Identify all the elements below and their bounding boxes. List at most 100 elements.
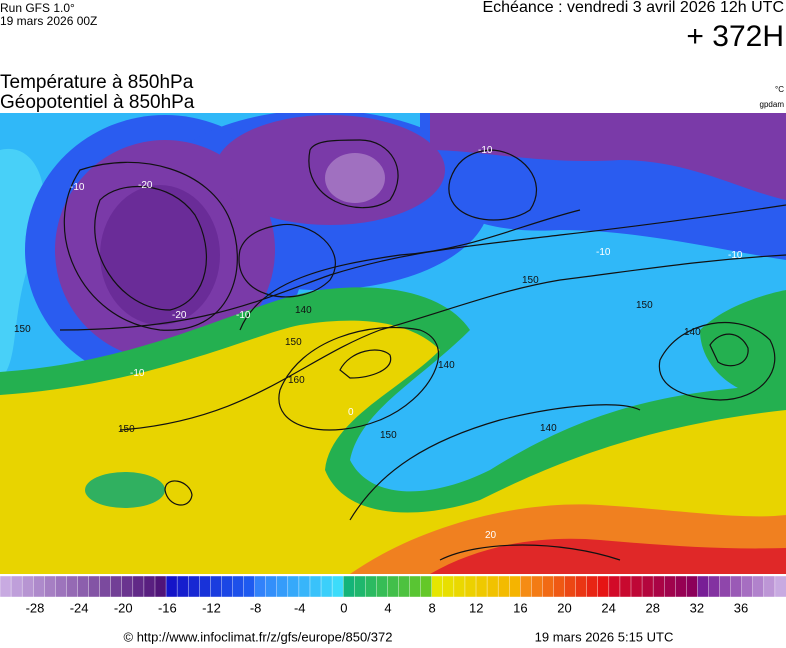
colorbar-swatch bbox=[741, 575, 754, 598]
title-temperature: Température à 850hPa bbox=[0, 72, 194, 93]
colorbar-swatch bbox=[697, 575, 710, 598]
colorbar-tick-label: -20 bbox=[114, 600, 133, 615]
colorbar-tick-label: -4 bbox=[294, 600, 306, 615]
colorbar-swatch bbox=[420, 575, 433, 598]
colorbar-swatch bbox=[464, 575, 477, 598]
colorbar-swatch bbox=[331, 575, 344, 598]
colorbar-swatch bbox=[176, 575, 189, 598]
contour-label: 20 bbox=[485, 530, 497, 541]
colorbar-tick-label: 8 bbox=[429, 600, 436, 615]
colorbar-tick-label: -28 bbox=[26, 600, 45, 615]
colorbar-swatch bbox=[110, 575, 123, 598]
colorbar-swatch bbox=[77, 575, 90, 598]
colorbar-swatch bbox=[564, 575, 577, 598]
colorbar-swatch bbox=[486, 575, 499, 598]
unit-geopotential: gpdam bbox=[760, 100, 785, 109]
contour-label: 160 bbox=[288, 375, 305, 386]
colorbar-swatch bbox=[254, 575, 267, 598]
colorbar-swatch bbox=[298, 575, 311, 598]
contour-label: 150 bbox=[118, 424, 135, 435]
colorbar-swatch bbox=[320, 575, 333, 598]
valid-time: Echéance : vendredi 3 avril 2026 12h UTC bbox=[482, 0, 784, 16]
colorbar-swatch bbox=[88, 575, 101, 598]
colorbar-swatch bbox=[641, 575, 654, 598]
colorbar-swatch bbox=[287, 575, 300, 598]
colorbar-tick-label: 32 bbox=[690, 600, 704, 615]
colorbar-swatch bbox=[475, 575, 488, 598]
colorbar: -28 -24 -20 -16 -12 -8 -4 0 4 8 12 16 20 24 28 32 36 bbox=[0, 575, 786, 615]
colorbar-swatch bbox=[99, 575, 112, 598]
map bbox=[0, 113, 786, 574]
colorbar-tick-label: 20 bbox=[557, 600, 571, 615]
contour-label: -20 bbox=[138, 180, 153, 191]
colorbar-swatch bbox=[774, 575, 786, 598]
colorbar-swatch bbox=[309, 575, 322, 598]
colorbar-swatch bbox=[265, 575, 278, 598]
colorbar-swatch bbox=[664, 575, 677, 598]
colorbar-swatch bbox=[575, 575, 588, 598]
contour-label: 140 bbox=[540, 423, 557, 434]
colorbar-tick-label: 16 bbox=[513, 600, 527, 615]
colorbar-swatch bbox=[33, 575, 46, 598]
colorbar-swatch bbox=[520, 575, 533, 598]
colorbar-swatch bbox=[608, 575, 621, 598]
light-purple-area bbox=[325, 153, 385, 203]
colorbar-swatch bbox=[221, 575, 234, 598]
green-area bbox=[700, 290, 786, 400]
colorbar-swatch bbox=[719, 575, 732, 598]
colorbar-swatch bbox=[708, 575, 721, 598]
colorbar-swatch bbox=[121, 575, 134, 598]
colorbar-tick-label: -24 bbox=[70, 600, 89, 615]
colorbar-swatch bbox=[619, 575, 632, 598]
contour-label: 150 bbox=[14, 324, 31, 335]
colorbar-swatch bbox=[10, 575, 23, 598]
colorbar-swatch bbox=[431, 575, 444, 598]
footer-date: 19 mars 2026 5:15 UTC bbox=[535, 629, 674, 644]
colorbar-swatch bbox=[376, 575, 389, 598]
colorbar-swatch bbox=[55, 575, 68, 598]
colorbar-swatch bbox=[132, 575, 145, 598]
colorbar-swatch bbox=[232, 575, 245, 598]
colorbar-swatch bbox=[187, 575, 200, 598]
colorbar-tick-label: 12 bbox=[469, 600, 483, 615]
colorbar-swatch bbox=[66, 575, 79, 598]
colorbar-tick-label: 0 bbox=[340, 600, 347, 615]
contour-labels: 150 140 160 150 140 150 150 140 150 140 … bbox=[14, 145, 743, 541]
colorbar-tick-label: -12 bbox=[202, 600, 221, 615]
colorbar-swatch bbox=[497, 575, 510, 598]
contour-label: -10 bbox=[236, 310, 251, 321]
unit-temperature: °C bbox=[775, 85, 784, 94]
colorbar-swatch bbox=[165, 575, 178, 598]
colorbar-swatch bbox=[21, 575, 34, 598]
contour-label: 150 bbox=[285, 337, 302, 348]
contour-label: 150 bbox=[522, 275, 539, 286]
colorbar-swatch bbox=[365, 575, 378, 598]
green-area bbox=[85, 472, 165, 508]
contour-label: -10 bbox=[728, 250, 743, 261]
purple-area bbox=[430, 113, 786, 200]
contour-label: -10 bbox=[70, 182, 85, 193]
contour-label: -10 bbox=[130, 368, 145, 379]
colorbar-swatch bbox=[553, 575, 566, 598]
colorbar-swatch bbox=[586, 575, 599, 598]
colorbar-swatch bbox=[630, 575, 643, 598]
colorbar-tick-label: -16 bbox=[158, 600, 177, 615]
colorbar-swatch bbox=[210, 575, 223, 598]
colorbar-swatch bbox=[44, 575, 57, 598]
contour-label: -20 bbox=[172, 310, 187, 321]
geopotential-contours bbox=[59, 139, 786, 561]
title-geopotential: Géopotentiel à 850hPa bbox=[0, 92, 195, 113]
contour-label: 140 bbox=[684, 327, 701, 338]
colorbar-swatch bbox=[652, 575, 665, 598]
colorbar-swatch bbox=[752, 575, 765, 598]
dark-purple-area bbox=[100, 185, 220, 325]
colorbar-swatch bbox=[597, 575, 610, 598]
contour-label: -10 bbox=[478, 145, 493, 156]
colorbar-swatch bbox=[199, 575, 212, 598]
colorbar-swatch bbox=[730, 575, 743, 598]
colorbar-swatch bbox=[442, 575, 455, 598]
colorbar-swatch bbox=[0, 575, 12, 598]
run-date: 19 mars 2026 00Z bbox=[0, 14, 97, 28]
